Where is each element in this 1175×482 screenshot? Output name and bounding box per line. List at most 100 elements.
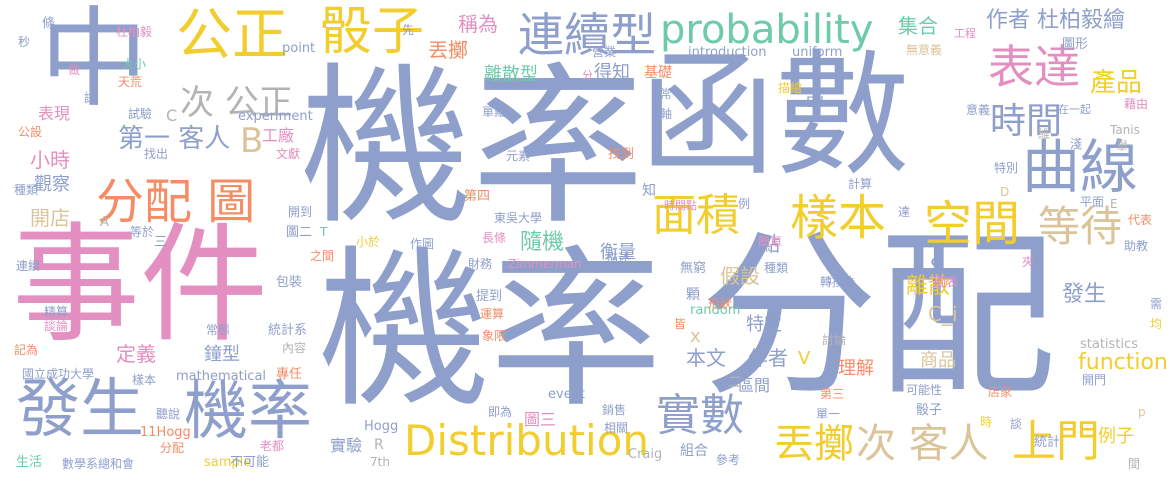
word-jisuan: 計算 <box>848 177 873 191</box>
word-yangben: 樣本 <box>790 190 887 246</box>
word-v: V <box>798 348 811 369</box>
word-lijie: 理解 <box>838 358 874 379</box>
word-buke: 不可能 <box>230 455 270 470</box>
word-ed: Ed <box>806 95 824 111</box>
word-kaimen: 開門 <box>1082 373 1107 387</box>
word-fasheng-big: 發生 <box>16 373 144 447</box>
word-dengdai: 等待 <box>1038 202 1123 251</box>
word-shijian-time: 時間 <box>990 101 1063 142</box>
word-zhongxing: 鐘型 <box>204 344 240 365</box>
word-qujian: 區間 <box>738 376 771 395</box>
word-ci-gongzheng: 次 公正 <box>180 83 293 123</box>
word-yingye: 營業 <box>592 45 617 59</box>
word-xian: 先 <box>402 23 415 37</box>
word-p-letter: p <box>1138 405 1146 419</box>
word-kaidao: 開到 <box>288 205 313 219</box>
word-zimmerman: Zimmerman <box>508 257 582 271</box>
word-zuotu: 作圖 <box>410 237 435 251</box>
word-zhonglei: 種類 <box>764 261 789 275</box>
word-zhaochu: 找出 <box>144 147 169 161</box>
word-gongcheng: 工程 <box>954 27 976 40</box>
word-experiment: experiment <box>238 109 313 124</box>
word-benwen: 本文 <box>686 346 726 370</box>
word-jilv-b: 機率 <box>318 230 662 431</box>
word-t-letter: T <box>320 225 328 239</box>
word-zaiyiqi: 在一起 <box>1058 103 1091 116</box>
word-kaidian: 開店 <box>30 206 70 230</box>
word-yunsuan: 運算 <box>480 307 505 321</box>
word-ju: 舉 <box>1116 139 1129 153</box>
word-dezhi: 得知 <box>594 62 630 83</box>
word-lianxu: 連續 <box>16 259 41 273</box>
word-suiji: 隨機 <box>520 230 565 255</box>
word-zhaodao: 找到 <box>608 147 635 162</box>
word-seventh: 7th <box>370 455 390 469</box>
word-tan: 談 <box>1010 417 1023 431</box>
word-jilv-mid: 機率 <box>184 375 312 449</box>
word-zuo: 做 <box>68 63 81 77</box>
word-ke: 顆 <box>686 287 700 303</box>
word-touzi: 骰子 <box>320 2 425 62</box>
word-tingshuo: 聽說 <box>156 407 181 421</box>
word-jie: 皆 <box>674 317 687 331</box>
word-da: 達 <box>898 205 911 219</box>
word-shijiandian: 時間點 <box>664 199 697 212</box>
word-diuzhi-small: 丟擲 <box>428 38 468 62</box>
word-dengyu: 等於 <box>130 225 155 239</box>
word-shishu: 實數 <box>656 390 744 441</box>
word-gongzheng: 公正 <box>176 3 288 68</box>
word-craig: Craig <box>628 447 663 462</box>
word-wuqiong: 無窮 <box>680 261 707 276</box>
word-random: random <box>690 303 741 318</box>
word-e-letter: E <box>1110 197 1118 211</box>
word-shiyan-try: 試驗 <box>128 107 153 121</box>
word-canshu: 參考 <box>716 453 741 467</box>
word-jiwei: 記為 <box>14 343 39 357</box>
word-diuzhi-mid: 丟擲 <box>774 421 854 467</box>
word-tubiao: 圖表 <box>934 275 959 289</box>
word-shangpin: 商品 <box>920 350 956 371</box>
word-jieyou: 藉由 <box>1124 97 1149 111</box>
word-hanshu: 函數 <box>640 37 910 194</box>
word-shaizi: 骰子 <box>916 403 943 418</box>
word-ci-keren: 次 客人 <box>856 421 989 467</box>
word-teding: 特定 <box>746 314 782 335</box>
word-tongjixi: 統計系 <box>268 323 308 338</box>
word-dingyi: 定義 <box>116 342 156 366</box>
word-shuxuexi: 數學系總和會 <box>62 457 135 471</box>
word-quxian: 曲線 <box>1022 133 1139 201</box>
word-xiaoshi: 小時 <box>30 148 70 172</box>
word-xu: 需 <box>1150 297 1163 311</box>
word-baozhuang: 包裝 <box>276 275 303 290</box>
word-wuyiyi: 無意義 <box>906 43 943 57</box>
word-gongchang: 工廠 <box>262 126 295 145</box>
word-jun: 均 <box>1150 317 1163 331</box>
word-miao: 秒 <box>18 35 31 49</box>
word-guancha: 觀察 <box>34 174 70 195</box>
word-fasheng-small: 發生 <box>1062 282 1107 307</box>
word-s: S <box>930 254 943 278</box>
word-xiaoyu: 小於 <box>356 235 381 249</box>
word-miaohui: 描繪 <box>778 81 803 95</box>
word-xiangxian: 象限 <box>482 329 507 343</box>
word-uniform: uniform <box>792 45 843 60</box>
word-zuozhe-du: 作者 杜柏毅繪 <box>986 8 1125 33</box>
word-zuozhe: 作者 <box>748 346 788 370</box>
word-zhijian: 之間 <box>310 249 335 263</box>
word-hogg11: 11Hogg <box>140 425 191 440</box>
word-laodu: 老都 <box>260 439 285 453</box>
word-fenpei-big: 分配 <box>700 213 1056 420</box>
word-fen: 分 <box>582 69 593 82</box>
word-wei: 維 <box>1038 127 1051 141</box>
word-changtiao: 長條 <box>482 231 507 245</box>
word-jihe: 集合 <box>898 14 938 38</box>
word-hengliang: 衡量 <box>600 242 636 263</box>
word-zhuanren: 專任 <box>276 367 303 382</box>
word-lisan: 離散 <box>906 274 951 299</box>
word-c-i: C_i <box>928 302 958 326</box>
word-zhujiao: 助教 <box>1124 239 1149 253</box>
word-statistics: statistics <box>1080 337 1138 352</box>
word-jiandan: 簡單 <box>758 235 783 249</box>
word-shijian: 事件 <box>12 211 269 360</box>
